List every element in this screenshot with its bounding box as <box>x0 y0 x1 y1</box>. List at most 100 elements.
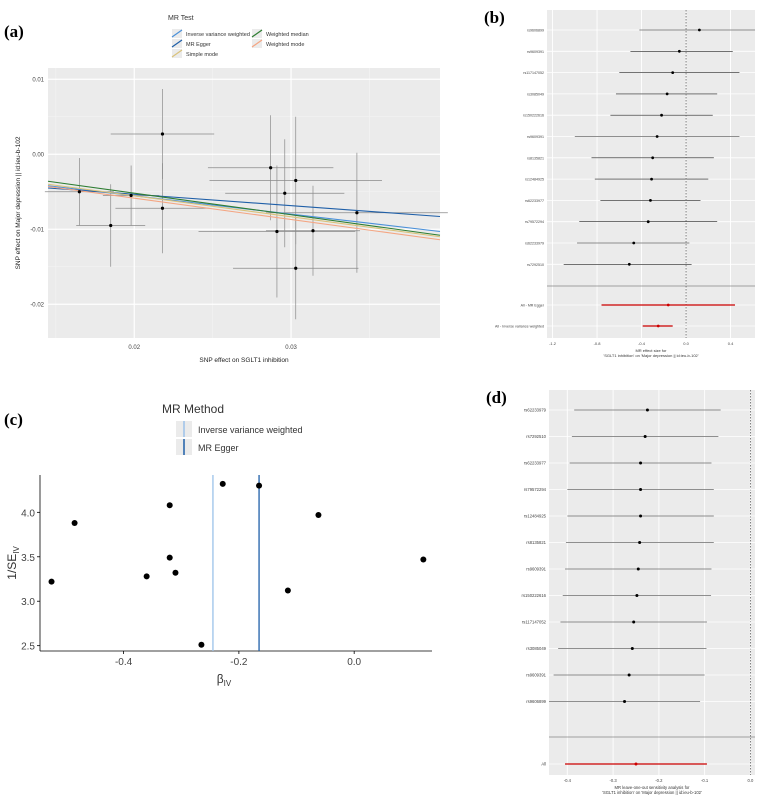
x-tick-label: -0.3 <box>609 778 617 783</box>
plot-background <box>547 10 755 338</box>
summary-label: All - MR Egger <box>521 304 545 308</box>
panel-b-label: (b) <box>484 8 505 27</box>
snp-point <box>71 520 78 526</box>
estimate-point <box>639 514 643 518</box>
x-tick-label: 0.03 <box>285 345 297 351</box>
snp-point <box>355 211 359 215</box>
summary-label: All <box>541 762 546 767</box>
panel-c-label: (c) <box>4 410 23 429</box>
x-tick-label: -1.2 <box>549 341 557 346</box>
estimate-point <box>627 673 631 677</box>
plot-background <box>549 390 755 775</box>
regression-line <box>47 180 441 236</box>
snp-point <box>198 641 205 648</box>
snp-label: rs9606899 <box>526 699 546 704</box>
summary-point <box>656 324 660 328</box>
summary-label: All - Inverse variance weighted <box>495 325 544 329</box>
x-tick-label: -0.2 <box>230 657 248 668</box>
snp-point <box>283 191 287 195</box>
legend-key-line <box>171 39 183 48</box>
x-tick-label: 0.02 <box>128 345 140 351</box>
y-tick-label: -0.01 <box>30 227 44 233</box>
snp-label: rs3085049 <box>527 92 544 96</box>
x-tick-label: -0.4 <box>115 657 133 668</box>
estimate-point <box>639 461 643 465</box>
snp-point <box>294 266 298 270</box>
estimate-point <box>636 567 640 571</box>
estimate-point <box>697 28 701 32</box>
x-tick-label: -0.1 <box>701 778 709 783</box>
chart-b-forest-plot: -1.2 -0.8 -0.4 0.0 0.4 rs9606899 rs9609391 rs11… <box>495 10 755 358</box>
summary-point <box>666 303 670 307</box>
legend-label: Simple mode <box>186 52 218 58</box>
snp-point <box>166 502 173 509</box>
snp-label: rs9609391 <box>527 135 544 139</box>
legend-label: Weighted median <box>266 32 309 38</box>
estimate-point <box>643 435 647 438</box>
panel-d-label: (d) <box>486 388 507 407</box>
legend-label: Weighted mode <box>266 42 304 48</box>
x-tick-label: 0.0 <box>683 341 689 346</box>
chart-c-funnel-plot: -0.4 -0.2 0.0 2.5 3.0 3.5 4.0 βIV 1/SEIV MR Metho… <box>5 402 432 688</box>
snp-point <box>109 223 113 228</box>
snp-label: rs62233979 <box>525 242 544 246</box>
snp-point <box>420 556 427 563</box>
snp-point <box>172 569 179 576</box>
regression-line <box>47 183 441 238</box>
y-tick-label: -0.02 <box>30 302 44 308</box>
x-axis-title: MR effect size for <box>635 348 667 353</box>
snp-label: rs9606899 <box>527 29 544 33</box>
snp-label: rs7292510 <box>526 434 546 439</box>
snp-label: rs79572294 <box>524 487 547 492</box>
legend-title: MR Method <box>162 402 224 416</box>
estimate-point <box>645 408 649 412</box>
x-tick-label: -0.8 <box>594 341 602 346</box>
snp-label: rs62233979 <box>524 408 547 413</box>
x-axis-title: SNP effect on SGLT1 inhibition <box>199 357 289 364</box>
snp-label: rs9609391 <box>526 567 546 572</box>
estimate-point <box>671 71 675 74</box>
snp-label: rs12484925 <box>525 178 544 182</box>
y-tick-label: 0.00 <box>32 152 44 158</box>
snp-label: rs9609391 <box>527 50 544 54</box>
snp-label: rs8135821 <box>527 156 544 160</box>
estimate-point <box>651 156 655 160</box>
snp-label: rs62233977 <box>525 199 544 203</box>
snp-point <box>269 166 273 170</box>
legend-label: Inverse variance weighted <box>186 32 250 38</box>
x-tick-label: -0.2 <box>655 778 663 783</box>
x-tick-label: -0.4 <box>638 341 646 346</box>
snp-label: rs117147052 <box>522 620 547 625</box>
snp-label: rs9609391 <box>526 673 546 678</box>
x-tick-label: 0.0 <box>347 657 361 668</box>
snp-label: rs62233977 <box>524 461 547 466</box>
snp-point <box>275 229 279 234</box>
estimate-point <box>635 594 639 597</box>
chart-d-leave-one-out: -0.4 -0.3 -0.2 -0.1 0.0 rs62233979 rs7292510 rs… <box>522 390 755 795</box>
legend-key-line <box>251 29 263 38</box>
legend-key-line <box>251 39 263 48</box>
snp-point <box>294 178 298 183</box>
snp-label: rs8135821 <box>526 540 546 545</box>
snp-point <box>166 554 173 561</box>
snp-label: rs150222616 <box>523 114 544 118</box>
x-tick-label: -0.4 <box>564 778 572 783</box>
x-axis-title: 'SGLT1 inhibition' on 'Major depression … <box>602 790 702 795</box>
estimate-point <box>627 262 631 266</box>
snp-point <box>256 482 263 489</box>
chart-a-mr-scatter: 0.02 0.03 0.01 0.00 -0.01 -0.02 SNP effect on … <box>15 15 448 364</box>
estimate-point <box>623 700 627 703</box>
y-tick-label: 4.0 <box>21 508 35 519</box>
snp-label: rs150222616 <box>522 593 547 598</box>
regression-line <box>47 185 441 241</box>
snp-point <box>315 512 322 518</box>
x-axis-title: MR leave-one-out sensitivity analysis fo… <box>615 785 691 790</box>
plot-a-background <box>48 68 440 338</box>
estimate-point <box>639 488 643 491</box>
legend-label: MR Egger <box>186 42 211 48</box>
snp-point <box>219 480 226 487</box>
x-axis-title: 'SGLT1 inhibition' on 'Major depression … <box>603 353 698 358</box>
snp-point <box>284 587 291 594</box>
snp-point <box>143 573 150 580</box>
snp-point <box>311 229 315 233</box>
